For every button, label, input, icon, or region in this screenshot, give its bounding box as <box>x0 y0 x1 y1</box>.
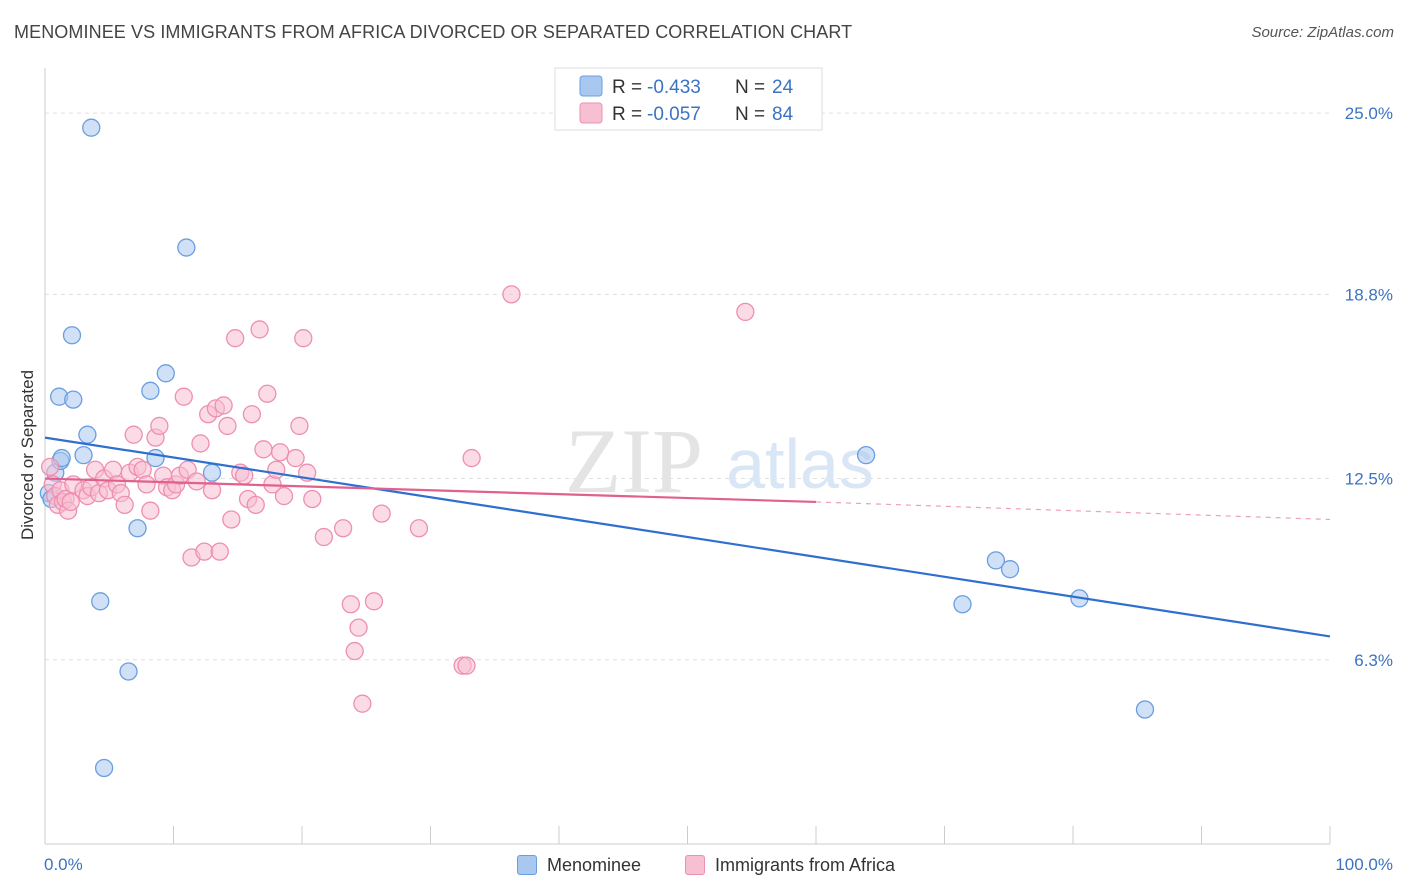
menominee-point <box>986 551 1006 570</box>
africa-point <box>137 475 156 494</box>
africa-point <box>40 457 60 476</box>
legend-r-value: -0.433 <box>647 77 701 98</box>
menominee-trend-line <box>44 436 1331 638</box>
africa-point <box>502 285 521 304</box>
africa-point <box>349 618 368 637</box>
menominee-point <box>78 425 97 444</box>
x-tick-label: 100.0% <box>1335 855 1393 874</box>
africa-point <box>210 542 229 561</box>
africa-point <box>457 656 476 675</box>
legend-n-label: N = <box>735 104 765 125</box>
africa-point <box>372 504 391 523</box>
legend-n-value: 84 <box>772 104 794 125</box>
watermark: ZIP atlas <box>565 410 874 512</box>
africa-point <box>274 486 294 506</box>
africa-point <box>115 495 134 515</box>
stats-legend: R = -0.433 N = 24 R = -0.057 N = 84 <box>554 67 823 131</box>
legend-label-africa: Immigrants from Africa <box>715 854 896 875</box>
africa-point <box>214 396 233 415</box>
africa-trend-extension <box>815 501 1331 521</box>
africa-point <box>286 448 305 468</box>
y-tick-labels: 6.3% 12.5% 18.8% 25.0% <box>1345 104 1393 670</box>
africa-point <box>364 592 384 611</box>
legend-swatch-menominee <box>517 855 537 875</box>
africa-point <box>195 542 214 561</box>
menominee-point <box>141 381 160 400</box>
africa-point <box>187 472 206 491</box>
legend-item-africa: Immigrants from Africa <box>685 852 895 878</box>
y-tick-label: 6.3% <box>1354 651 1393 670</box>
legend-r-label: R = <box>612 104 642 125</box>
africa-point <box>258 384 277 403</box>
legend-n-value: 24 <box>772 77 794 98</box>
legend-swatch-menominee <box>579 75 603 97</box>
y-tick-label: 12.5% <box>1345 470 1393 489</box>
africa-point <box>191 434 210 453</box>
x-tick-label: 0.0% <box>44 855 83 874</box>
africa-point <box>218 416 237 436</box>
africa-trend-line <box>44 477 817 504</box>
menominee-point <box>202 463 222 482</box>
africa-point <box>250 320 269 339</box>
trend-lines <box>44 436 1331 638</box>
africa-point <box>409 519 429 538</box>
chart-title: MENOMINEE VS IMMIGRANTS FROM AFRICA DIVO… <box>14 22 853 42</box>
africa-point <box>333 519 353 538</box>
africa-point <box>61 492 80 512</box>
menominee-point <box>953 595 972 614</box>
menominee-point <box>1135 700 1155 719</box>
africa-point <box>124 425 143 444</box>
africa-point <box>303 489 322 509</box>
menominee-point <box>64 390 83 409</box>
africa-point <box>242 405 262 424</box>
legend-swatch-africa <box>685 855 705 875</box>
legend-n-label: N = <box>735 77 765 98</box>
menominee-point <box>82 118 101 137</box>
source-credit: Source: ZipAtlas.com <box>1251 24 1394 41</box>
legend-item-menominee: Menominee <box>517 852 641 878</box>
africa-point <box>254 440 273 459</box>
africa-point <box>314 527 333 547</box>
legend-swatch-africa <box>579 102 603 124</box>
menominee-point <box>62 326 82 345</box>
africa-point <box>174 387 193 406</box>
africa-point <box>294 329 313 348</box>
africa-point <box>290 416 309 436</box>
grid-lines <box>45 112 1330 661</box>
menominee-point <box>91 592 110 611</box>
africa-point <box>222 510 241 529</box>
africa-point <box>341 595 360 614</box>
legend-r-value: -0.057 <box>647 104 701 125</box>
legend-label-menominee: Menominee <box>547 854 642 875</box>
watermark-atlas: atlas <box>726 425 874 503</box>
africa-point <box>141 501 160 520</box>
africa-point <box>353 694 372 713</box>
africa-point <box>246 495 265 515</box>
menominee-point <box>1000 560 1020 579</box>
africa-point <box>267 460 286 479</box>
menominee-point <box>119 662 138 681</box>
africa-point <box>462 448 481 468</box>
legend-r-label: R = <box>612 77 642 98</box>
africa-point <box>736 302 755 322</box>
y-tick-label: 25.0% <box>1345 104 1393 123</box>
axes <box>44 68 1331 845</box>
menominee-point <box>856 446 876 465</box>
menominee-point <box>94 758 114 778</box>
africa-point <box>271 443 290 462</box>
menominee-point <box>74 446 93 465</box>
africa-point <box>226 329 245 348</box>
menominee-point <box>156 364 175 383</box>
africa-point <box>202 481 222 500</box>
y-axis-label: Divorced or Separated <box>18 370 37 540</box>
menominee-point <box>128 519 147 538</box>
x-tick-labels: 0.0% 100.0% <box>44 855 1393 874</box>
africa-points <box>40 285 755 713</box>
menominee-point <box>177 238 196 257</box>
africa-point <box>150 416 169 436</box>
africa-point <box>345 641 364 661</box>
y-tick-label: 18.8% <box>1345 285 1393 304</box>
